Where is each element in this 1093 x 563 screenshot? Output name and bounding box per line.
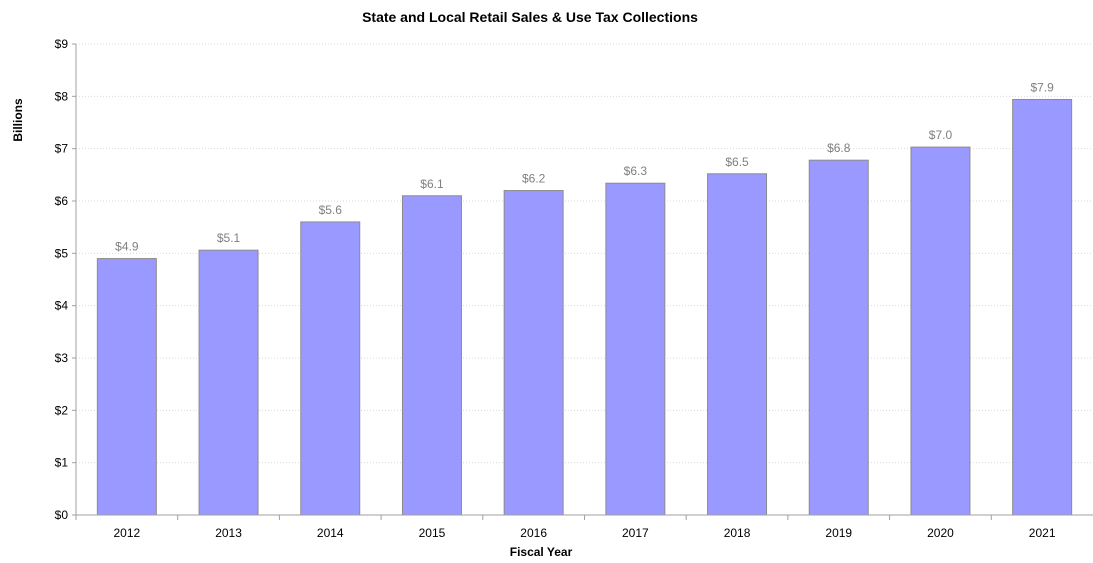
- data-label: $5.6: [319, 203, 343, 217]
- bar: [808, 159, 869, 516]
- data-label: $6.1: [420, 177, 444, 191]
- bar: [300, 221, 361, 516]
- y-tick-label: $6: [55, 194, 69, 208]
- y-tick-label: $5: [55, 246, 69, 260]
- bar: [910, 146, 971, 516]
- y-tick-label: $7: [55, 142, 69, 156]
- y-tick-label: $4: [55, 299, 69, 313]
- y-axis-title: Billions: [11, 98, 25, 142]
- bar: [1012, 98, 1073, 516]
- y-tick-label: $8: [55, 89, 69, 103]
- x-tick-label: 2012: [113, 526, 140, 540]
- x-axis-title: Fiscal Year: [510, 545, 573, 559]
- data-label: $6.5: [725, 155, 749, 169]
- y-tick-label: $2: [55, 403, 69, 417]
- x-tick-label: 2019: [825, 526, 852, 540]
- x-tick-label: 2015: [419, 526, 446, 540]
- data-label: $4.9: [115, 240, 139, 254]
- bar: [198, 249, 259, 516]
- bars: [96, 98, 1073, 516]
- y-tick-label: $1: [55, 456, 69, 470]
- data-label: $7.0: [929, 128, 953, 142]
- data-label: $6.8: [827, 141, 851, 155]
- data-labels: $4.9 $5.1 $5.6 $6.1 $6.2 $6.3 $6.5 $6.8 $7.0 $7.9: [115, 80, 1054, 253]
- y-tick-label: $3: [55, 351, 69, 365]
- x-tick-label: 2013: [215, 526, 242, 540]
- bar: [707, 173, 768, 516]
- data-label: $5.1: [217, 231, 241, 245]
- data-label: $6.3: [624, 164, 648, 178]
- x-tick-label: 2021: [1029, 526, 1056, 540]
- bar: [401, 195, 462, 516]
- x-tick-label: 2020: [927, 526, 954, 540]
- bar: [96, 258, 157, 516]
- data-label: $6.2: [522, 172, 546, 186]
- x-tick-label: 2016: [520, 526, 547, 540]
- x-tick-label: 2014: [317, 526, 344, 540]
- axes: $0 $1 $2 $3 $4 $5 $6 $7 $8 $9 2012 2013 2014 2015 2016…: [55, 37, 1093, 540]
- chart-title: State and Local Retail Sales & Use Tax C…: [362, 9, 698, 25]
- data-label: $7.9: [1030, 80, 1054, 94]
- bar: [605, 182, 666, 516]
- y-tick-label: $9: [55, 37, 69, 51]
- x-tick-label: 2017: [622, 526, 649, 540]
- bar: [503, 190, 564, 516]
- x-tick-label: 2018: [724, 526, 751, 540]
- y-tick-label: $0: [55, 508, 69, 522]
